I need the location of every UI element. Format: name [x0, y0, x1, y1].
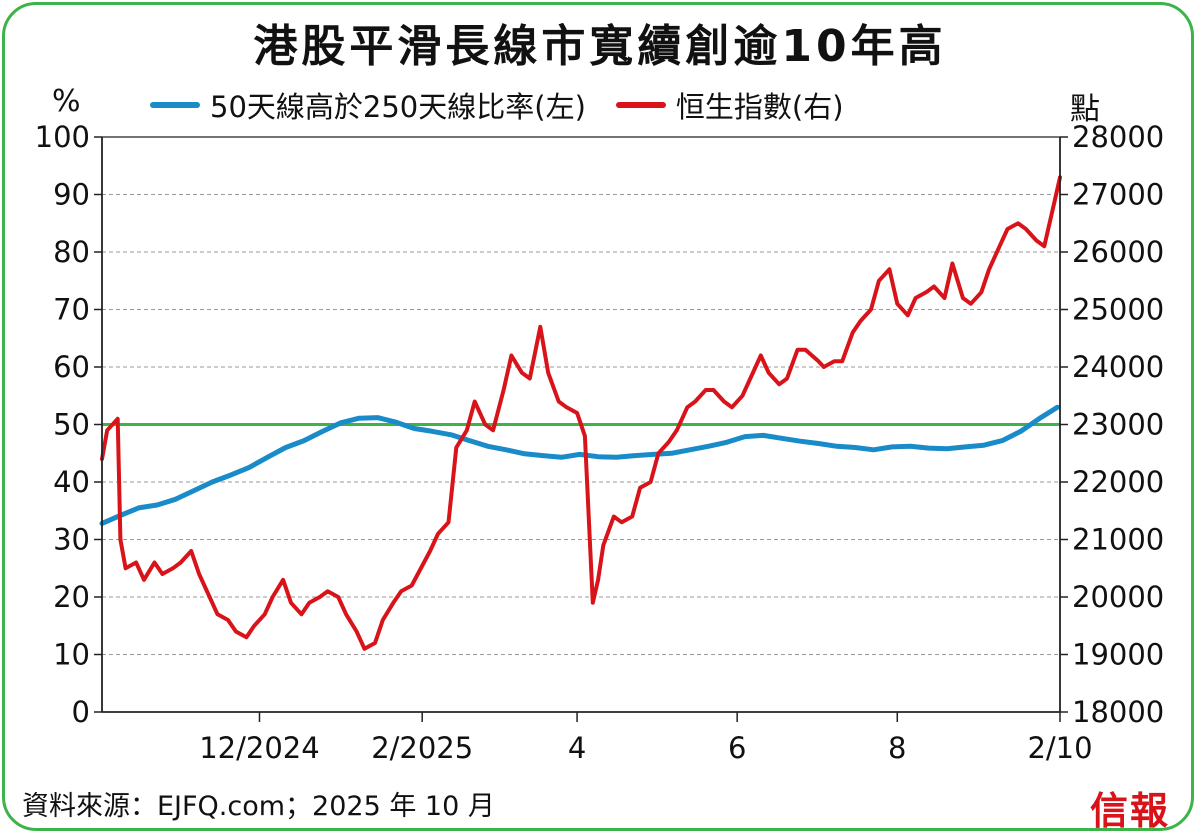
right-tick-label: 19000 [1072, 638, 1164, 672]
right-tick-labels: 18000 19000 20000 21000 22000 23000 24000 25000… [1072, 120, 1164, 729]
series-group [99, 175, 1062, 651]
x-tick-label: 6 [728, 731, 746, 765]
x-tick-label: 4 [568, 731, 586, 765]
legend-label-hsi: 恒生指數(右) [675, 90, 844, 124]
right-tick-label: 18000 [1072, 695, 1164, 729]
left-tick-label: 100 [35, 120, 90, 154]
legend-label-breadth: 50天線高於250天線比率(左) [210, 90, 586, 124]
left-tick-label: 60 [53, 350, 90, 384]
right-tick-label: 26000 [1072, 235, 1164, 269]
right-tick-label: 24000 [1072, 350, 1164, 384]
left-tick-label: 0 [72, 695, 90, 729]
left-tick-label: 50 [53, 408, 90, 442]
left-tick-label: 70 [53, 293, 90, 327]
left-tick-labels: 0 10 20 30 40 50 60 70 80 90 100 [35, 120, 90, 729]
x-tick-label: 8 [888, 731, 906, 765]
legend-item-breadth: 50天線高於250天線比率(左) [150, 84, 586, 126]
right-tick-label: 21000 [1072, 523, 1164, 557]
right-tick-label: 22000 [1072, 465, 1164, 499]
right-tick-label: 23000 [1072, 408, 1164, 442]
series-line-breadth [99, 404, 1060, 526]
chart-title: 港股平滑長線市寬續創逾10年高 [253, 21, 947, 72]
x-tick-label: 12/2024 [199, 731, 319, 765]
publisher-logo: 信報 [1090, 788, 1171, 833]
chart-legend: 50天線高於250天線比率(左) 恒生指數(右) [150, 85, 874, 125]
left-tick-label: 30 [53, 523, 90, 557]
right-tick-label: 28000 [1072, 120, 1164, 154]
left-tick-label: 80 [53, 235, 90, 269]
axes-group [94, 136, 1068, 722]
left-tick-label: 20 [53, 580, 90, 614]
x-tick-label: 2/2025 [371, 731, 473, 765]
legend-swatch-blue [150, 102, 200, 108]
left-tick-label: 90 [53, 178, 90, 212]
legend-swatch-red [615, 102, 666, 108]
x-tick-labels: 12/2024 2/2025 4 6 8 2/10 [199, 731, 1092, 765]
legend-item-hsi: 恒生指數(右) [615, 84, 844, 126]
left-tick-label: 10 [53, 638, 90, 672]
right-tick-label: 25000 [1072, 293, 1164, 327]
series-line-hsi [100, 175, 1062, 651]
x-tick-label: 2/10 [1027, 731, 1092, 765]
right-axis-unit: 點 [1070, 92, 1100, 127]
right-tick-label: 27000 [1072, 178, 1164, 212]
left-tick-label: 40 [53, 465, 90, 499]
right-tick-label: 20000 [1072, 580, 1164, 614]
left-axis-unit: % [52, 84, 81, 119]
source-note: 資料來源：EJFQ.com；2025 年 10 月 [22, 791, 495, 822]
